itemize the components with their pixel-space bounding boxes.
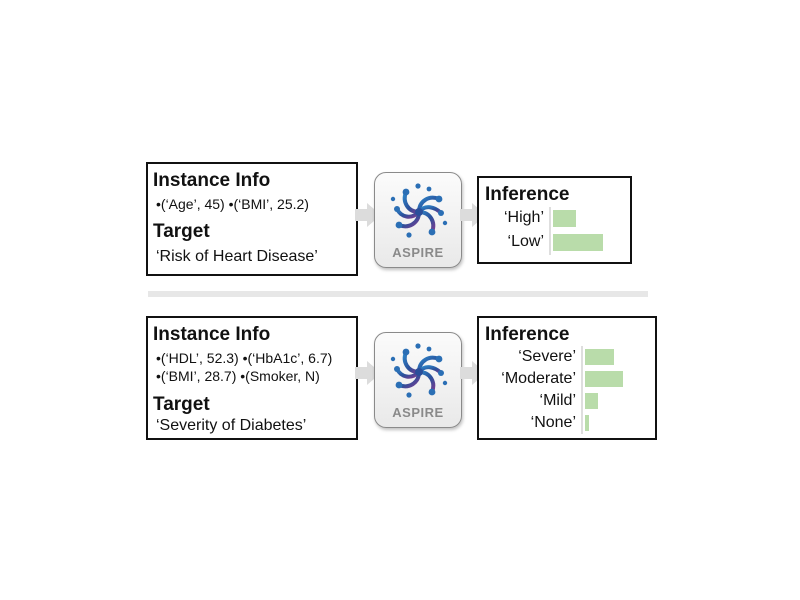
inference-label: ‘Moderate’ — [501, 370, 576, 387]
inference-heading-1: Inference — [485, 184, 570, 205]
inference-bar — [585, 415, 589, 431]
inference-bar — [553, 210, 576, 227]
inference-bar — [585, 371, 623, 387]
target-heading-1: Target — [153, 221, 210, 242]
inference-axis — [581, 346, 583, 434]
instance-info-box-1: Instance Info •(‘Age’, 45) •(‘BMI’, 25.2… — [146, 162, 358, 276]
aspire-logo-1: ASPIRE — [374, 172, 462, 268]
aspire-spiral-icon — [390, 183, 448, 238]
aspire-logo-2: ASPIRE — [374, 332, 462, 428]
inference-bar — [585, 349, 614, 365]
inference-box-1: Inference ‘High’ ‘Low’ — [477, 176, 632, 264]
arrow-out-2-icon — [460, 361, 486, 385]
arrow-in-1-icon — [355, 203, 381, 227]
inference-label: ‘None’ — [530, 414, 576, 431]
instance-feature-line-2-2: •(‘BMI’, 28.7) •(Smoker, N) — [156, 368, 320, 384]
inference-heading-2: Inference — [485, 324, 570, 345]
target-text-2: ‘Severity of Diabetes’ — [156, 417, 307, 434]
aspire-logo-label-1: ASPIRE — [392, 245, 444, 260]
inference-box-2: Inference ‘Severe’ ‘Moderate’ ‘Mild’ ‘None’ — [477, 316, 657, 440]
inference-label: ‘Severe’ — [518, 348, 576, 365]
instance-feature-line-2-1: •(‘HDL’, 52.3) •(‘HbA1c’, 6.7) — [156, 350, 333, 366]
inference-bar — [585, 393, 599, 409]
inference-label: ‘High’ — [503, 209, 544, 226]
inference-label: ‘Mild’ — [539, 392, 576, 409]
inference-bar — [553, 234, 603, 251]
instance-info-heading-2: Instance Info — [153, 324, 271, 345]
arrow-out-1-icon — [460, 203, 486, 227]
instance-info-heading-1: Instance Info — [153, 170, 271, 191]
aspire-spiral-icon — [390, 343, 448, 398]
inference-label: ‘Low’ — [507, 233, 544, 250]
target-heading-2: Target — [153, 394, 210, 415]
target-text-1: ‘Risk of Heart Disease’ — [156, 248, 318, 265]
aspire-logo-label-2: ASPIRE — [392, 405, 444, 420]
instance-info-box-2: Instance Info •(‘HDL’, 52.3) •(‘HbA1c’, … — [146, 316, 358, 440]
arrow-in-2-icon — [355, 361, 381, 385]
inference-axis — [549, 207, 551, 255]
section-divider — [148, 291, 648, 297]
instance-feature-line-1-1: •(‘Age’, 45) •(‘BMI’, 25.2) — [156, 196, 309, 212]
